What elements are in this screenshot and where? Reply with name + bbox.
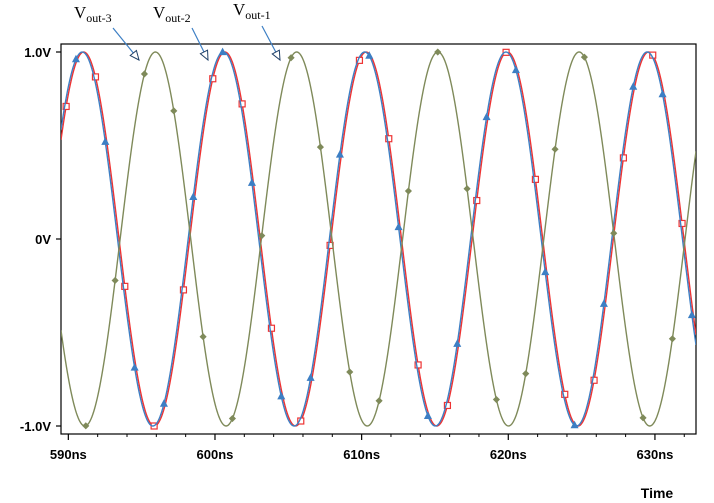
series-marker [531, 175, 540, 183]
series-marker [140, 70, 149, 78]
y-axis: 1.0V 0V -1.0V [20, 45, 61, 434]
series-marker [316, 143, 324, 151]
series-marker [199, 333, 207, 341]
series-marker [209, 75, 217, 83]
series-marker [258, 232, 266, 240]
series-marker [423, 411, 432, 419]
series-line [61, 51, 696, 427]
series-marker [159, 399, 168, 407]
series-marker [551, 145, 559, 153]
y-tick-label: 0V [35, 232, 51, 247]
series-marker [62, 102, 70, 111]
series-annotation-label: Vout-2 [153, 3, 191, 25]
series-marker [267, 324, 276, 332]
series-marker [511, 65, 520, 74]
series-marker [619, 154, 628, 162]
series-marker [404, 187, 412, 195]
series-marker [687, 310, 696, 319]
y-tick-label: 1.0V [24, 45, 51, 60]
series-marker [561, 390, 569, 398]
series-marker [121, 282, 129, 290]
series-group [61, 47, 696, 430]
series-line [61, 51, 696, 427]
y-tick-label: -1.0V [20, 419, 51, 434]
series-marker [570, 420, 579, 429]
series-marker [668, 335, 676, 343]
series-marker [287, 54, 295, 62]
series-marker [130, 363, 139, 371]
series-marker [541, 267, 550, 276]
series-marker [463, 185, 471, 193]
series-marker [580, 53, 588, 61]
series-marker [91, 73, 100, 81]
series-marker [678, 219, 686, 228]
x-axis-title: Time [641, 485, 674, 501]
x-axis: 590ns 600ns 610ns 620ns 630ns [50, 434, 685, 462]
x-tick-label: 610ns [343, 447, 380, 462]
series-annotation-label: Vout-1 [233, 0, 271, 22]
series-vout-3 [61, 48, 696, 430]
series-marker [365, 51, 374, 59]
series-annotation-label: Vout-3 [74, 3, 112, 25]
series-marker [639, 414, 647, 422]
series-marker [414, 361, 422, 369]
series-marker [101, 137, 110, 145]
series-marker [590, 376, 598, 384]
x-tick-label: 590ns [50, 447, 87, 462]
series-marker [335, 150, 344, 158]
series-marker [599, 299, 608, 307]
series-marker [228, 414, 237, 423]
x-tick-label: 620ns [490, 447, 527, 462]
series-marker [346, 368, 354, 376]
series-marker [453, 339, 462, 347]
series-marker [189, 192, 198, 200]
series-annotations: Vout-3 Vout-2 Vout-1 [74, 0, 281, 62]
series-marker [482, 112, 491, 121]
annotation-arrowhead [199, 49, 209, 62]
series-marker [375, 397, 383, 405]
annotation-arrowhead [271, 49, 281, 62]
series-marker [385, 135, 393, 143]
series-marker [238, 100, 246, 108]
series-marker [492, 395, 500, 404]
series-marker [522, 370, 530, 378]
series-marker [394, 222, 403, 231]
series-vout-2 [61, 47, 696, 429]
series-marker [473, 196, 481, 205]
series-marker [610, 229, 618, 237]
series-marker [434, 48, 442, 56]
series-marker [71, 54, 80, 63]
series-marker [179, 286, 188, 294]
series-marker [277, 391, 286, 400]
x-tick-label: 600ns [197, 447, 234, 462]
series-marker [247, 178, 256, 186]
series-marker [658, 89, 667, 98]
series-marker [629, 82, 638, 90]
x-tick-label: 630ns [637, 447, 674, 462]
series-marker [306, 373, 315, 381]
series-marker [111, 276, 119, 285]
series-marker [218, 47, 227, 56]
annotation-arrowhead [129, 49, 140, 61]
series-marker [170, 107, 178, 115]
series-marker [82, 422, 90, 430]
